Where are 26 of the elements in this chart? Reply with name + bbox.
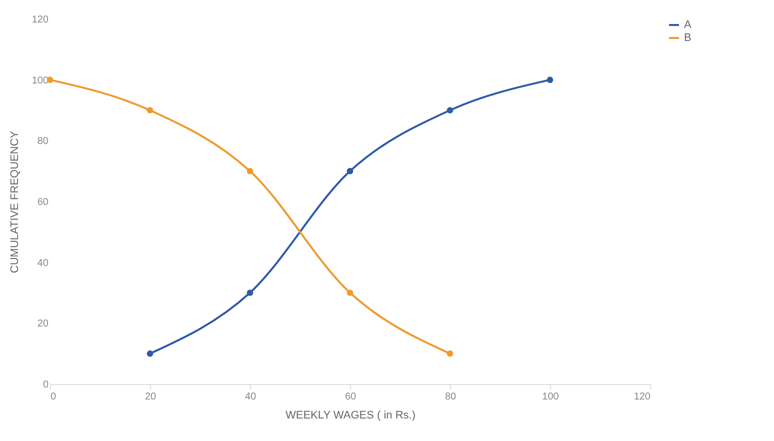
x-tick-label: 20 (144, 392, 156, 402)
point (246, 168, 254, 174)
x-tick-label: 0 (50, 392, 56, 402)
point (146, 350, 154, 357)
x-axis-title: WEEKLY WAGES ( in Rs.) (286, 410, 416, 422)
point (146, 107, 154, 114)
y-tick-label: 60 (37, 197, 49, 208)
point (446, 350, 454, 357)
y-tick-label: 0 (42, 380, 49, 390)
point (546, 76, 554, 83)
y-tick-label: 120 (32, 14, 49, 26)
x-tick-label: 100 (542, 392, 560, 402)
legend-label: B (684, 32, 692, 44)
x-tick-label: 120 (634, 392, 651, 402)
point (346, 290, 354, 296)
point (446, 107, 454, 114)
point (346, 168, 354, 174)
x-tick-label: 40 (244, 392, 256, 402)
y-tick-label: 80 (37, 136, 49, 148)
x-tick-label: 60 (344, 392, 356, 402)
point (246, 290, 254, 296)
y-tick-label: 40 (37, 258, 49, 269)
y-axis-title: CUMULATIVE FREQUENCY (8, 130, 21, 274)
y-tick-label: 20 (37, 318, 49, 330)
legend-label: A (684, 19, 692, 31)
x-tick-label: 80 (444, 392, 456, 402)
